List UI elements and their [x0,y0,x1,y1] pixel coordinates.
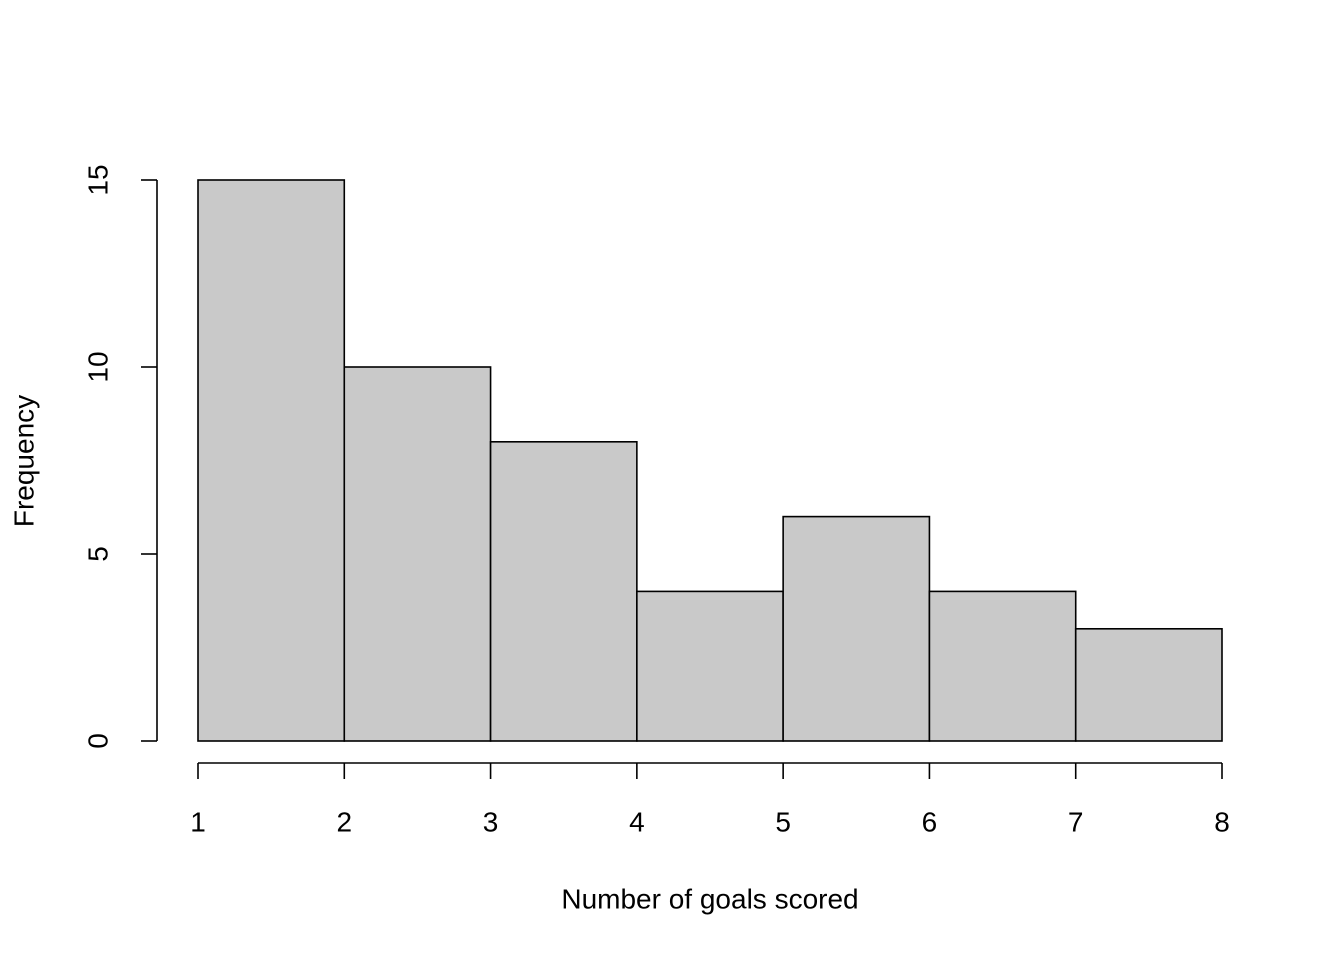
x-axis-title: Number of goals scored [561,883,858,914]
x-tick-label: 7 [1068,806,1084,837]
bar [928,590,1077,742]
x-tick-label: 4 [629,806,645,837]
x-tick-label: 6 [922,806,938,837]
bar [636,590,784,742]
y-tick-label: 0 [82,733,113,749]
bar [197,179,346,742]
bar [489,440,638,742]
y-axis-title: Frequency [8,395,39,527]
x-tick-label: 5 [775,806,791,837]
bar [343,366,492,742]
bar [1074,627,1223,742]
bar [782,515,931,742]
y-tick-label: 15 [82,164,113,195]
x-tick-label: 2 [336,806,352,837]
x-tick-label: 1 [190,806,206,837]
x-tick-label: 3 [483,806,499,837]
y-tick-label: 10 [82,351,113,382]
x-tick-label: 8 [1214,806,1230,837]
y-tick-label: 5 [82,546,113,562]
